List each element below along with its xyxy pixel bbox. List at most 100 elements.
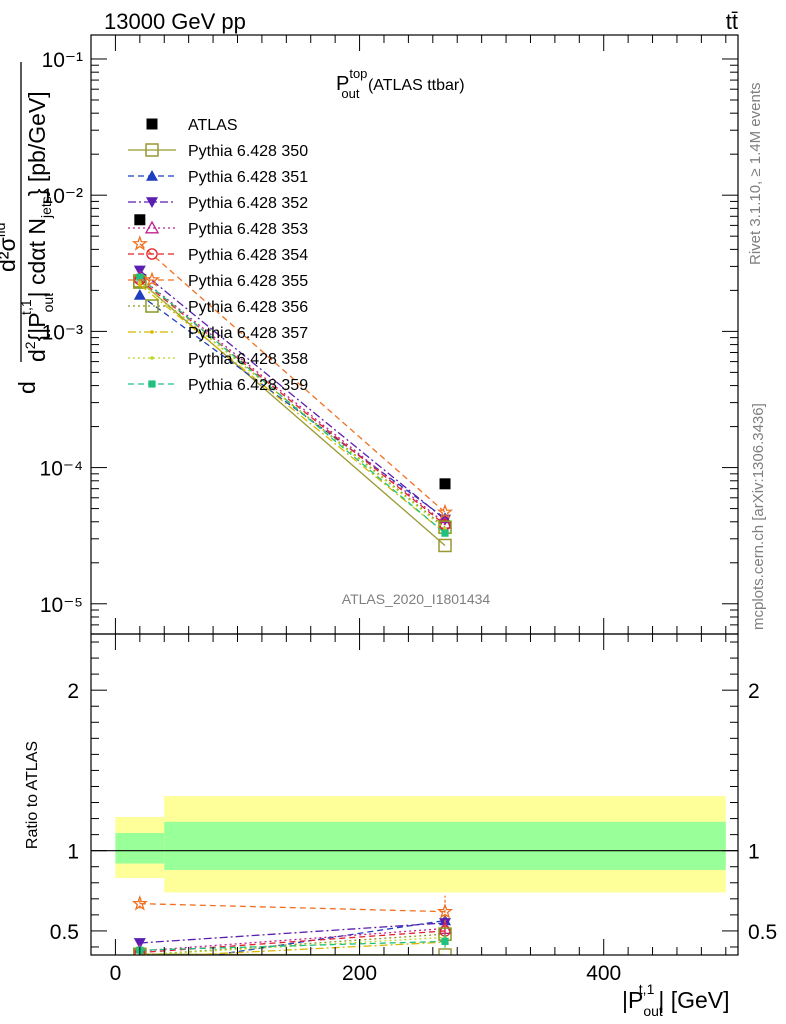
main-y-tick-label: 10⁻⁵ [40, 594, 83, 617]
main-point [133, 288, 146, 300]
main-y-tick-label: 10⁻¹ [42, 49, 83, 72]
main-series-line [139, 281, 446, 530]
ylabel-bottom-c: out [40, 293, 56, 313]
legend-label: Pythia 6.428 352 [188, 195, 308, 212]
legend-marker [146, 118, 158, 130]
xlabel-b: | [GeV] [658, 987, 729, 1013]
analysis-label: ATLAS_2020_I1801434 [342, 591, 491, 607]
main-point [136, 273, 144, 281]
legend-marker [148, 380, 156, 388]
legend-label: Pythia 6.428 350 [188, 143, 308, 160]
main-point [131, 235, 148, 251]
ylabel-bottom-a: d [24, 349, 50, 362]
xlabel-a: |P [622, 987, 643, 1013]
main-point [441, 529, 449, 537]
ratio-series-line [210, 919, 446, 955]
main-point [436, 503, 454, 520]
ylabel-sigma: d²σ [0, 237, 20, 272]
main-series-line [139, 284, 446, 534]
legend-marker [146, 248, 158, 260]
legend-label: Pythia 6.428 357 [188, 325, 308, 342]
ratio-panel: 0.5 0.5 1 1 2 2 0 200 400 [50, 633, 777, 985]
xlabel-sub: out [643, 1003, 663, 1019]
ratio-y-tick-label: 2 [67, 680, 79, 703]
ylabel-bottom-f: jets [38, 196, 54, 219]
ratio-band-inner [115, 833, 165, 864]
main-series-line [139, 294, 446, 519]
header-left: 13000 GeV pp [104, 9, 246, 34]
legend-marker [144, 220, 160, 234]
x-tick-label: 0 [110, 962, 122, 985]
svg-text:d²σfid: d²σfid [0, 223, 20, 272]
legend-marker [146, 170, 158, 181]
legend: ATLAS Pythia 6.428 350 Pythia 6.428 351 Pyt… [128, 117, 308, 394]
ratio-series-line [139, 936, 446, 955]
ratio-y-tick-label-right: 1 [748, 841, 760, 864]
ylabel-bottom-e: | cdαt N [24, 218, 50, 297]
main-point [438, 538, 452, 553]
main-point [138, 282, 142, 287]
ratio-point [134, 960, 146, 971]
ylabel-bottom-b: {|P [24, 312, 50, 341]
legend-marker [145, 299, 159, 313]
svg-text:d2{|Poutt,1| cdαt Njets} [pb/G: d2{|Poutt,1| cdαt Njets} [pb/GeV] [18, 91, 56, 362]
ratio-point [131, 895, 148, 911]
ylabel-bottom-g: } [pb/GeV] [24, 91, 50, 196]
ylabel-bottom-d: t,1 [18, 299, 34, 315]
header-right: tt̄ [726, 9, 738, 34]
main-y-axis-label: d2{|Poutt,1| cdαt Njets} [pb/GeV] d²σfid… [0, 62, 56, 394]
legend-label: Pythia 6.428 358 [188, 351, 308, 368]
ratio-frame [90, 633, 739, 956]
main-y-tick-label: 10⁻³ [42, 321, 83, 344]
plot-title: Ptop out (ATLAS ttbar) [336, 66, 465, 101]
legend-label: Pythia 6.428 354 [188, 247, 308, 264]
x-tick-label: 400 [586, 962, 621, 985]
ratio-series-line [139, 927, 446, 952]
ratio-y-axis-label: Ratio to ATLAS [24, 741, 41, 849]
main-series-line [139, 280, 446, 546]
ratio-y-tick-label: 1 [67, 841, 79, 864]
ratio-band-inner [164, 821, 726, 870]
mcplots-label: mcplots.cern.ch [arXiv:1306.3436] [750, 403, 767, 630]
ratio-y-tick-label-right: 0.5 [748, 921, 777, 944]
ratio-point [436, 903, 454, 919]
legend-label: Pythia 6.428 353 [188, 221, 308, 238]
x-tick-label: 200 [342, 962, 377, 985]
legend-marker [150, 356, 154, 360]
x-axis-label: |Pout t,1 | [GeV] [622, 981, 730, 1019]
main-y-tick-label: 10⁻² [42, 185, 83, 208]
ratio-point [438, 948, 452, 955]
ratio-point [441, 937, 449, 945]
main-series-line [139, 276, 446, 524]
svg-text:|Poutt,1| [GeV]: |Pout t,1 | [GeV] [622, 981, 730, 1019]
legend-label: Pythia 6.428 351 [188, 169, 308, 186]
legend-marker [143, 271, 161, 287]
main-series-line [139, 279, 446, 526]
ylabel-sigma-sup: fid [0, 223, 8, 238]
legend-marker [150, 330, 154, 334]
legend-label: Pythia 6.428 356 [188, 299, 308, 316]
ratio-series-line [139, 922, 446, 944]
main-point [138, 280, 142, 284]
main-point [439, 478, 451, 490]
ratio-series [131, 895, 454, 971]
ylabel-d-top: d [14, 381, 40, 394]
ratio-y-tick-label-right: 2 [748, 680, 760, 703]
ratio-series-line [139, 940, 446, 951]
main-y-tick-label: 10⁻⁴ [40, 458, 83, 481]
ratio-point [133, 938, 146, 949]
legend-label: Pythia 6.428 355 [188, 273, 308, 290]
legend-label: Pythia 6.428 359 [188, 377, 308, 394]
ratio-series-line [139, 902, 446, 913]
rivet-label: Rivet 3.1.10, ≥ 1.4M events [747, 83, 764, 266]
ratio-point [138, 956, 142, 960]
legend-marker [145, 143, 159, 157]
main-series-line [139, 243, 446, 513]
main-series-line [139, 269, 446, 521]
main-panel: 10⁻¹ 10⁻² 10⁻³ 10⁻⁴ 10⁻⁵ [40, 34, 739, 635]
ratio-y-tick-label: 0.5 [50, 921, 79, 944]
main-point [134, 214, 146, 226]
legend-label: ATLAS [188, 117, 238, 134]
